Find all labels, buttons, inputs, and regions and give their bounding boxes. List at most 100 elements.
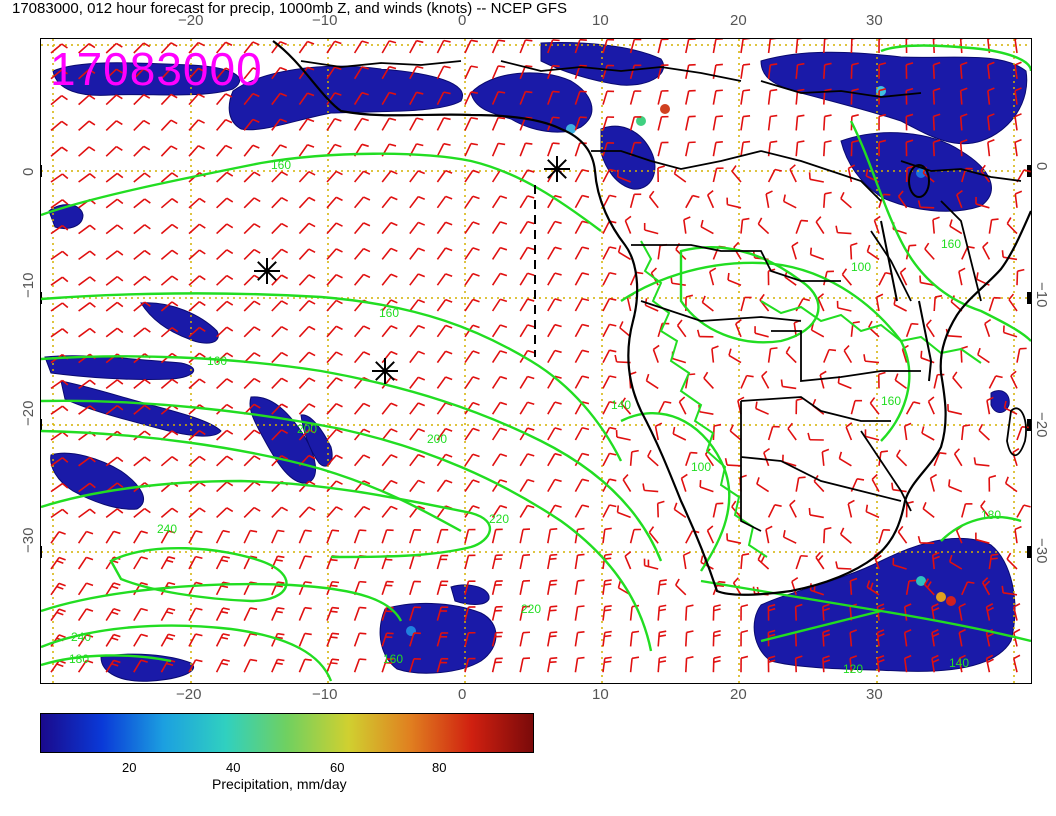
wind-barb-feather	[281, 351, 289, 357]
wind-barb	[823, 142, 826, 157]
wind-barb-feather	[932, 551, 940, 556]
wind-barb-feather	[617, 245, 622, 253]
wind-barb-feather	[198, 326, 206, 332]
wind-barb-feather	[577, 579, 585, 582]
contour-label: 160	[881, 394, 901, 408]
wind-barb-feather	[470, 142, 478, 146]
wind-barb	[326, 274, 337, 286]
top-tick: −10	[312, 12, 338, 29]
wind-barb	[955, 529, 963, 544]
wind-barb	[298, 41, 309, 54]
wind-barb	[160, 404, 173, 415]
wind-barb-feather	[604, 630, 612, 634]
country-border	[740, 456, 902, 502]
wind-barb	[767, 116, 772, 131]
wind-barb-feather	[718, 580, 726, 584]
wind-barb-feather	[604, 583, 612, 586]
wind-barb-feather	[577, 656, 585, 660]
precip-core	[636, 116, 646, 126]
bottom-tick: 30	[866, 686, 883, 703]
wind-barb	[216, 455, 228, 467]
wind-barb-feather	[58, 608, 66, 613]
wind-barb	[491, 529, 497, 544]
wind-barb-feather	[275, 584, 283, 588]
wind-barb	[160, 223, 173, 235]
wind-barb	[381, 607, 388, 621]
wind-barb	[519, 376, 529, 389]
wind-barb	[105, 68, 117, 80]
wind-barb-feather	[281, 506, 289, 512]
wind-barb-feather	[851, 62, 859, 66]
wind-barb	[243, 607, 251, 621]
wind-barb	[905, 580, 910, 595]
wind-barb	[897, 531, 908, 544]
wind-barb	[298, 581, 306, 596]
wind-barb	[657, 401, 666, 415]
wind-barb-feather	[988, 474, 997, 479]
wind-barb-feather	[797, 114, 805, 118]
wind-barb	[160, 378, 173, 390]
wind-barb-feather	[499, 272, 508, 277]
wind-barb-feather	[390, 221, 398, 227]
wind-barb-feather	[984, 318, 992, 325]
wind-barb-feather	[995, 375, 1003, 379]
top-tick: 20	[730, 12, 747, 29]
wind-barb-feather	[824, 526, 832, 531]
bottom-tick: 20	[730, 686, 747, 703]
wind-barb-feather	[604, 656, 612, 660]
wind-barb	[353, 454, 365, 467]
wind-barb-feather	[960, 139, 968, 143]
wind-barb-feather	[253, 403, 261, 409]
wind-barb-feather	[144, 275, 151, 282]
wind-barb-feather	[686, 630, 694, 634]
wind-barb	[519, 505, 529, 518]
wind-barb-feather	[416, 117, 424, 121]
wind-barb	[574, 427, 583, 441]
wind-barb	[795, 64, 799, 79]
wind-barb	[519, 221, 529, 235]
wind-barb-feather	[417, 273, 426, 278]
wind-barb-feather	[115, 94, 123, 100]
wind-barb	[652, 349, 659, 363]
wind-barb-feather	[443, 117, 451, 121]
wind-barb	[409, 40, 418, 54]
wind-barb-feather	[581, 272, 590, 276]
wind-barb	[905, 323, 913, 338]
wind-barb	[133, 404, 146, 415]
wind-barb	[298, 480, 310, 493]
precip-area	[753, 538, 1016, 672]
axis-tick	[1027, 419, 1031, 431]
wind-barb-feather	[822, 629, 830, 634]
wind-barb-feather	[975, 272, 979, 280]
wind-barb-feather	[281, 403, 289, 409]
asterisk-stroke	[547, 159, 567, 179]
wind-barb	[629, 194, 635, 209]
wind-barb	[787, 428, 797, 441]
wind-barb-feather	[875, 554, 882, 561]
wind-barb-feather	[143, 68, 151, 74]
wind-barb	[840, 533, 852, 544]
wind-barb-feather	[958, 603, 966, 608]
wind-barb	[78, 224, 91, 235]
wind-barb	[50, 94, 63, 106]
wind-barb	[381, 92, 390, 106]
wind-barb-feather	[958, 654, 966, 660]
wind-barb	[703, 377, 714, 389]
wind-barb-feather	[225, 41, 233, 46]
wind-barb-feather	[89, 405, 96, 411]
wind-barb-feather	[1013, 654, 1021, 660]
wind-barb	[381, 376, 392, 389]
wind-barb	[864, 360, 880, 364]
wind-barb	[133, 507, 146, 519]
wind-barb	[626, 297, 632, 312]
wind-barb	[133, 530, 142, 544]
wind-barb-feather	[334, 92, 342, 96]
wind-barb	[436, 402, 447, 415]
wind-barb	[519, 247, 529, 260]
wind-barb-feather	[308, 222, 316, 228]
wind-barb-feather	[144, 224, 151, 230]
map-panel: 160 100 160 160 200 200 220 240 220 240 180 160 140 1…	[40, 38, 1032, 684]
wind-barb	[78, 379, 91, 390]
wind-barb	[409, 454, 419, 467]
wind-barb	[381, 40, 390, 54]
